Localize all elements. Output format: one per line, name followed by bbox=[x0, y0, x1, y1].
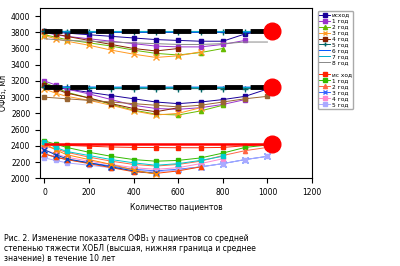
Text: Рис. 2. Изменение показателя ОФВ₁ у пациентов со средней
степенью тяжести ХОБЛ (: Рис. 2. Изменение показателя ОФВ₁ у паци… bbox=[4, 234, 256, 263]
X-axis label: Количество пациентов: Количество пациентов bbox=[130, 202, 222, 211]
Legend: исход, 1 год, 2 год, 3 год, 4 год, 5 год, 6 год, 7 год, 8 год,  , ис ход, 1 год,: исход, 1 год, 2 год, 3 год, 4 год, 5 год… bbox=[318, 11, 353, 109]
Y-axis label: ОФВ₁, мл: ОФВ₁, мл bbox=[0, 75, 8, 111]
